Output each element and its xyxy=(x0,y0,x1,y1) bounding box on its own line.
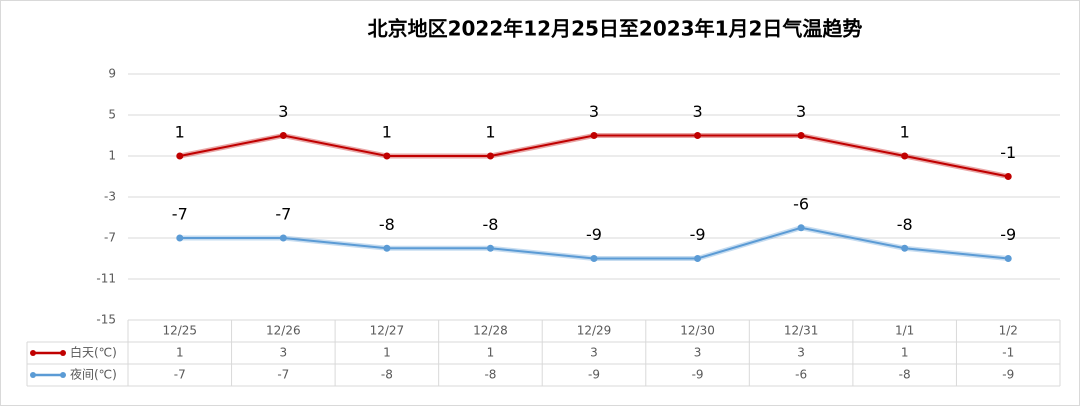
data-point xyxy=(383,244,391,252)
y-tick-label: -11 xyxy=(96,272,116,286)
data-label: -6 xyxy=(793,194,809,213)
data-label: -8 xyxy=(897,215,913,234)
data-point xyxy=(279,234,287,242)
y-tick-label: 1 xyxy=(108,149,116,163)
data-label: -8 xyxy=(379,215,395,234)
data-label: -8 xyxy=(482,215,498,234)
table-cell: 3 xyxy=(694,346,702,360)
table-cell: -6 xyxy=(795,368,807,382)
data-label: 3 xyxy=(692,102,702,121)
table-cell: 3 xyxy=(797,346,805,360)
x-tick-label: 1/1 xyxy=(895,324,914,338)
table-cell: 3 xyxy=(590,346,598,360)
table-cell: -8 xyxy=(381,368,393,382)
legend-marker xyxy=(30,350,36,356)
table-cell: 1 xyxy=(383,346,391,360)
legend-marker xyxy=(60,350,66,356)
x-tick-label: 12/27 xyxy=(370,324,405,338)
legend-marker xyxy=(30,372,36,378)
data-label: 3 xyxy=(796,102,806,121)
data-label: 3 xyxy=(278,102,288,121)
x-tick-label: 12/26 xyxy=(266,324,301,338)
legend-label: 夜间(℃) xyxy=(70,367,117,382)
data-label: 1 xyxy=(485,123,495,142)
data-point xyxy=(383,152,391,160)
data-point xyxy=(797,132,805,139)
legend-label: 白天(℃) xyxy=(70,345,117,360)
y-tick-label: 9 xyxy=(108,67,116,81)
table-cell: -8 xyxy=(899,368,911,382)
data-point xyxy=(279,132,287,139)
table-cell: 1 xyxy=(176,346,184,360)
x-tick-label: 12/28 xyxy=(473,324,508,338)
data-point xyxy=(486,152,494,160)
table-cell: -1 xyxy=(1002,346,1014,360)
x-tick-label: 1/2 xyxy=(999,324,1018,338)
data-point xyxy=(901,244,909,252)
data-point xyxy=(694,132,702,139)
data-point xyxy=(694,255,702,262)
table-cell: -9 xyxy=(588,368,600,382)
x-tick-label: 12/29 xyxy=(577,324,612,338)
data-point xyxy=(797,224,805,232)
table-cell: -7 xyxy=(174,368,186,382)
data-point xyxy=(176,234,184,242)
table-cell: 1 xyxy=(487,346,495,360)
y-tick-label: -3 xyxy=(104,190,116,204)
data-label: 1 xyxy=(382,123,392,142)
data-label: -7 xyxy=(172,205,188,224)
y-tick-label: -15 xyxy=(96,313,116,327)
y-tick-label: 5 xyxy=(108,108,116,122)
data-point xyxy=(1004,255,1012,262)
chart-title: 北京地区2022年12月25日至2023年1月2日气温趋势 xyxy=(368,17,863,41)
data-label: -1 xyxy=(1000,143,1016,162)
data-label: -9 xyxy=(690,225,706,244)
table-cell: 1 xyxy=(901,346,909,360)
x-tick-label: 12/25 xyxy=(162,324,197,338)
data-point xyxy=(590,255,598,262)
x-tick-label: 12/30 xyxy=(680,324,715,338)
table-cell: -9 xyxy=(1002,368,1014,382)
data-label: 1 xyxy=(175,123,185,142)
x-tick-label: 12/31 xyxy=(784,324,819,338)
legend-marker xyxy=(60,372,66,378)
table-cell: 3 xyxy=(280,346,288,360)
data-label: 1 xyxy=(900,123,910,142)
table-cell: -7 xyxy=(277,368,289,382)
data-label: -7 xyxy=(275,205,291,224)
y-tick-label: -7 xyxy=(104,231,116,245)
data-point xyxy=(590,132,598,139)
data-point xyxy=(901,152,909,160)
data-point xyxy=(176,152,184,160)
data-point xyxy=(1004,173,1012,180)
data-label: -9 xyxy=(1000,225,1016,244)
table-cell: -9 xyxy=(692,368,704,382)
data-point xyxy=(486,244,494,252)
data-label: -9 xyxy=(586,225,602,244)
data-label: 3 xyxy=(589,102,599,121)
table-cell: -8 xyxy=(484,368,496,382)
